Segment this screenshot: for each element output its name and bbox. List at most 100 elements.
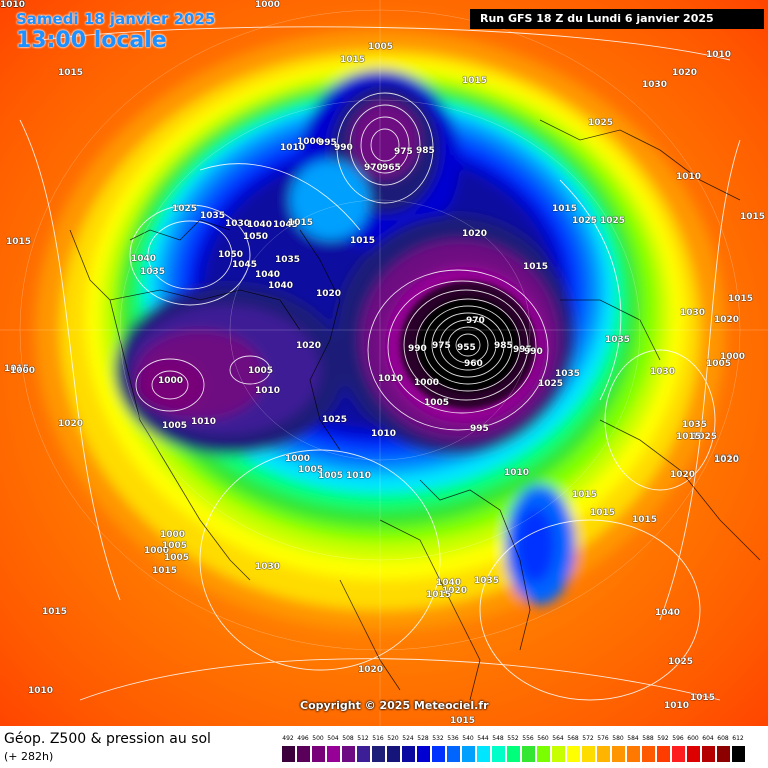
isobar-label: 965 bbox=[382, 163, 401, 173]
isobar-label: 970 bbox=[466, 316, 485, 326]
isobar-label: 1035 bbox=[682, 420, 708, 430]
legend-label: 612 bbox=[732, 735, 744, 742]
isobar-label: 1010 bbox=[371, 429, 397, 439]
isobar-label: 1015 bbox=[632, 515, 658, 525]
isobar-label: 990 bbox=[524, 347, 543, 357]
isobar-label: 955 bbox=[457, 343, 476, 353]
legend-label: 500 bbox=[312, 735, 324, 742]
legend-label: 544 bbox=[477, 735, 489, 742]
legend-label: 588 bbox=[642, 735, 654, 742]
legend-swatch bbox=[312, 746, 325, 762]
legend-swatch bbox=[477, 746, 490, 762]
legend-swatches bbox=[282, 746, 752, 762]
isobar-label: 1015 bbox=[426, 590, 452, 600]
isobar-label: 1040 bbox=[131, 254, 157, 264]
isobar-label: 1010 bbox=[706, 50, 732, 60]
isobar-label: 1025 bbox=[692, 432, 718, 442]
low-pressure-core bbox=[400, 281, 536, 409]
legend-swatch bbox=[642, 746, 655, 762]
legend-label: 584 bbox=[627, 735, 639, 742]
isobar-label: 1035 bbox=[474, 576, 500, 586]
isobar-label: 1040 bbox=[268, 281, 294, 291]
isobar-label: 1015 bbox=[450, 716, 476, 726]
isobar-label: 1005 bbox=[368, 42, 394, 52]
isobar-label: 1015 bbox=[288, 218, 314, 228]
isobar-label: 1020 bbox=[358, 665, 384, 675]
isobar-label: 990 bbox=[408, 344, 427, 354]
isobar-label: 1015 bbox=[740, 212, 766, 222]
isobar-label: 1000 bbox=[255, 0, 281, 10]
legend-label: 528 bbox=[417, 735, 429, 742]
legend-swatch bbox=[387, 746, 400, 762]
legend-swatch bbox=[357, 746, 370, 762]
isobar-label: 1015 bbox=[4, 364, 30, 374]
isobar-label: 1000 bbox=[144, 546, 170, 556]
isobar-label: 1020 bbox=[670, 470, 696, 480]
isobar-label: 1005 bbox=[424, 398, 450, 408]
geopotential-map bbox=[0, 0, 768, 726]
legend-label: 580 bbox=[612, 735, 624, 742]
legend-label: 596 bbox=[672, 735, 684, 742]
isobars bbox=[19, 26, 741, 701]
isobar-label: 1015 bbox=[42, 607, 68, 617]
isobar-label: 1020 bbox=[714, 315, 740, 325]
isobar-label: 1000 bbox=[720, 352, 746, 362]
isobar-label: 1005 bbox=[162, 541, 188, 551]
legend-swatch bbox=[672, 746, 685, 762]
legend-label: 540 bbox=[462, 735, 474, 742]
isobar-label: 1025 bbox=[600, 216, 626, 226]
legend-swatch bbox=[522, 746, 535, 762]
isobar-label: 960 bbox=[464, 359, 483, 369]
legend-swatch bbox=[732, 746, 745, 762]
isobar-label: 1025 bbox=[172, 204, 198, 214]
isobar-label: 1010 bbox=[280, 143, 306, 153]
isobar-label: 1015 bbox=[523, 262, 549, 272]
isobar-label: 1010 bbox=[504, 468, 530, 478]
legend-label: 600 bbox=[687, 735, 699, 742]
legend-label: 512 bbox=[357, 735, 369, 742]
isobar-label: 1015 bbox=[350, 236, 376, 246]
isobar-label: 1005 bbox=[164, 553, 190, 563]
legend-label: 552 bbox=[507, 735, 519, 742]
coastlines bbox=[69, 119, 761, 701]
isobar-label: 1045 bbox=[273, 220, 299, 230]
isobar-label: 1040 bbox=[436, 578, 462, 588]
legend-swatch bbox=[657, 746, 670, 762]
isobar-label: 1020 bbox=[672, 68, 698, 78]
isobar-label: 1020 bbox=[296, 341, 322, 351]
isobar-label: 1005 bbox=[298, 465, 324, 475]
field-title: Géop. Z500 & pression au sol bbox=[4, 731, 211, 747]
legend-swatch bbox=[567, 746, 580, 762]
isobar-label: 1050 bbox=[243, 232, 269, 242]
isobar-label: 1020 bbox=[316, 289, 342, 299]
legend-swatch bbox=[417, 746, 430, 762]
legend-swatch bbox=[687, 746, 700, 762]
isobar-label: 1015 bbox=[728, 294, 754, 304]
isobar-label: 1025 bbox=[668, 657, 694, 667]
graticule bbox=[0, 0, 768, 726]
isobar-label: 1000 bbox=[10, 366, 36, 376]
model-run-text: Run GFS 18 Z du Lundi 6 janvier 2025 bbox=[480, 12, 714, 25]
isobar-label: 975 bbox=[432, 341, 451, 351]
isobar-label: 1025 bbox=[322, 415, 348, 425]
isobar-label: 1010 bbox=[28, 686, 54, 696]
isobar-label: 1010 bbox=[0, 0, 26, 10]
legend-swatch bbox=[537, 746, 550, 762]
legend-label: 556 bbox=[522, 735, 534, 742]
isobar-label: 1010 bbox=[346, 471, 372, 481]
legend-swatch bbox=[432, 746, 445, 762]
isobar-label: 1025 bbox=[588, 118, 614, 128]
legend-swatch bbox=[492, 746, 505, 762]
isobar-label: 1000 bbox=[160, 530, 186, 540]
isobar-label: 1025 bbox=[572, 216, 598, 226]
legend-swatch bbox=[297, 746, 310, 762]
isobar-label: 1045 bbox=[232, 260, 258, 270]
isobar-label: 1040 bbox=[255, 270, 281, 280]
copyright-notice: Copyright © 2025 Meteociel.fr bbox=[300, 699, 489, 712]
isobar-label: 970 bbox=[364, 163, 383, 173]
isobar-label: 1015 bbox=[462, 76, 488, 86]
legend-label: 524 bbox=[402, 735, 414, 742]
legend-label: 536 bbox=[447, 735, 459, 742]
isobar-label: 1040 bbox=[247, 220, 273, 230]
isobar-label: 1000 bbox=[414, 378, 440, 388]
